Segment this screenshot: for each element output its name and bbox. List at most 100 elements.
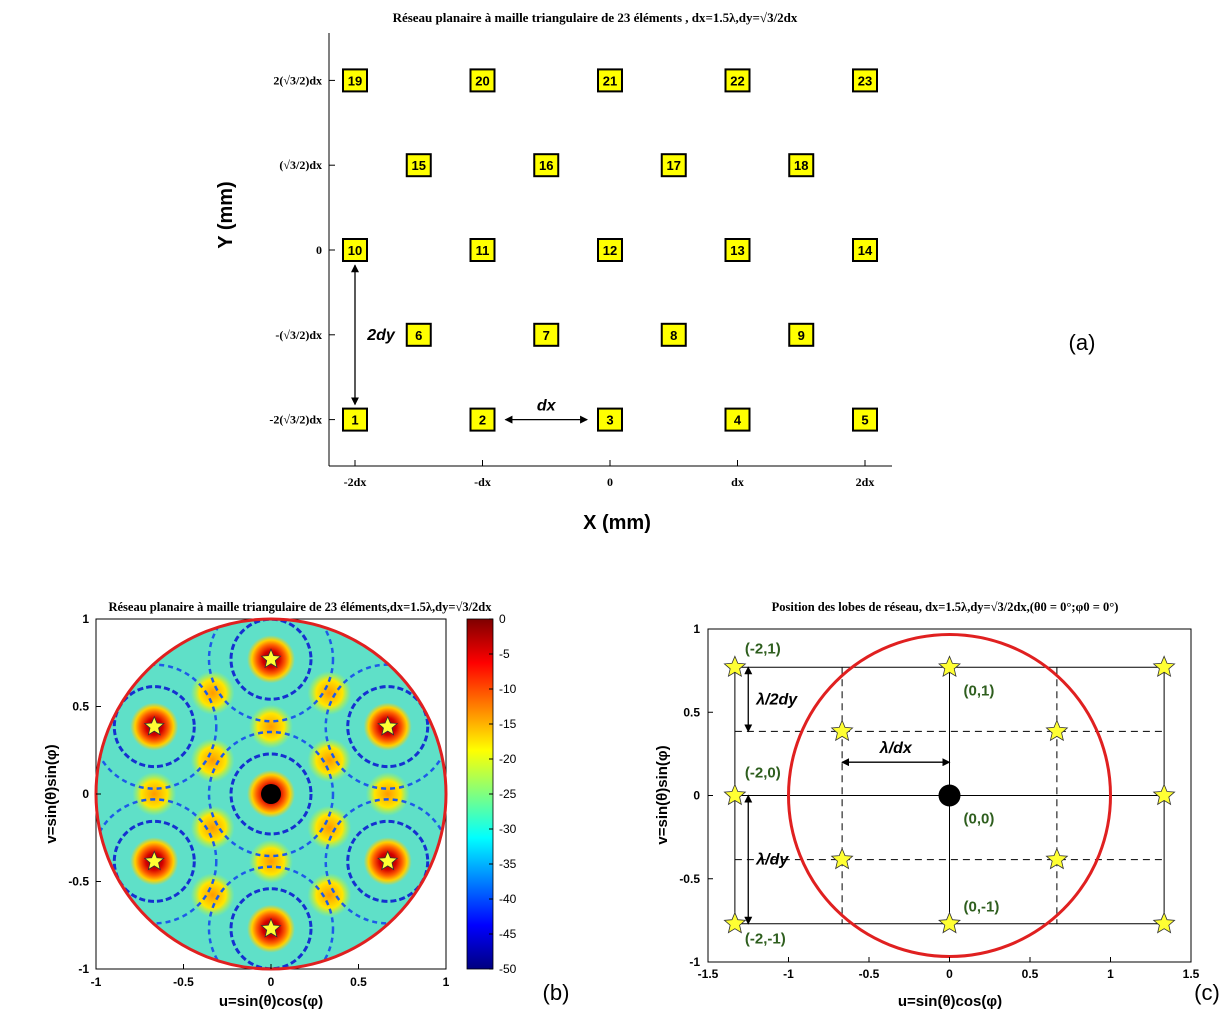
b-null-contour <box>96 798 218 925</box>
b-sidelobe-blob <box>365 772 410 816</box>
a-y-tick-label: -(√3/2)dx <box>275 328 322 342</box>
panel-c-visible-region <box>787 633 1112 958</box>
b-grating-lobe-star <box>143 850 165 871</box>
array-element-label: 17 <box>667 158 681 173</box>
b-sidelobe-blob <box>307 738 352 783</box>
array-element-box <box>724 68 751 93</box>
c-x-tick-label: -1 <box>783 967 794 981</box>
array-element-label: 2 <box>479 413 486 428</box>
array-element-label: 15 <box>412 158 426 173</box>
panel-c-order-labels: (-2,1) (0,1) (-2,0) (0,0) (0,-1) (-2,-1) <box>745 640 999 947</box>
b-grating-lobe-star <box>143 715 165 736</box>
array-element-label: 9 <box>798 328 805 343</box>
c-x-tick-label: 1.5 <box>1183 967 1200 981</box>
panel-c-y-label: v=sin(θ)sin(φ) <box>654 745 671 844</box>
panel-b-array-factor: Réseau planaire à maille triangulaire de… <box>43 600 569 1010</box>
b-sidelobe-blob <box>307 873 352 918</box>
b-main-beam-dot <box>261 784 281 804</box>
array-element-label: 4 <box>734 413 742 428</box>
array-element-box <box>852 68 878 93</box>
b-sidelobe-blob <box>249 704 293 749</box>
a-x-tick-label: -dx <box>474 475 491 489</box>
array-element-label: 6 <box>415 328 422 343</box>
a-y-tick-label: (√3/2)dx <box>279 158 322 172</box>
b-y-tick-label: 0 <box>82 787 89 801</box>
array-element-box <box>788 322 815 347</box>
c-x-tick-label: 0.5 <box>1022 967 1039 981</box>
panel-a-y-ticks: 2(√3/2)dx (√3/2)dx 0 -(√3/2)dx -2(√3/2)dx <box>269 73 335 427</box>
array-element-box <box>788 153 815 178</box>
c-grating-lobe-star <box>938 655 961 678</box>
array-element-box <box>469 68 496 93</box>
array-element-label: 14 <box>858 243 873 258</box>
b-colorbar-tick-label: -35 <box>499 857 517 871</box>
c-order-label: (-2,0) <box>745 765 781 782</box>
panel-a-x-ticks: -2dx -dx 0 dx 2dx <box>344 460 875 489</box>
array-element-label: 5 <box>861 413 868 428</box>
array-element-box <box>342 68 368 93</box>
panel-c-x-ticks: -1.5 -1 -0.5 0 0.5 1 1.5 <box>698 957 1200 981</box>
c-x-tick-label: 1 <box>1107 967 1114 981</box>
panel-b-lobes <box>143 648 399 938</box>
panel-c-lobes <box>723 655 1176 934</box>
c-grating-lobe-star <box>938 911 961 934</box>
c-grating-lobe-star <box>723 655 747 678</box>
panel-b-y-label: v=sin(θ)sin(φ) <box>43 744 60 843</box>
panel-a-title: Réseau planaire à maille triangulaire de… <box>393 10 798 25</box>
b-colorbar-tick-label: -40 <box>499 892 517 906</box>
array-element-box <box>533 153 560 178</box>
array-element-box <box>724 407 751 432</box>
b-sidelobe-blob <box>307 670 352 715</box>
a-x-tick-label: 2dx <box>856 475 875 489</box>
array-element-label: 1 <box>351 413 358 428</box>
array-element-label: 7 <box>543 328 550 343</box>
array-element-label: 8 <box>670 328 677 343</box>
a-annotation-label: 2dy <box>366 327 396 344</box>
array-element-label: 10 <box>348 243 362 258</box>
b-sidelobe-blob <box>190 873 235 918</box>
array-element-box <box>724 238 751 262</box>
b-null-contour <box>346 685 430 769</box>
panel-c-annotations: λ/2dy λ/dx λ/dy <box>744 666 951 925</box>
panel-a-label: (a) <box>1069 330 1096 355</box>
b-null-contour <box>229 887 313 969</box>
panel-c-x-label: u=sin(θ)cos(φ) <box>898 993 1002 1010</box>
array-element-label: 20 <box>475 73 489 88</box>
array-element-label: 3 <box>606 413 613 428</box>
array-element-box <box>342 238 368 262</box>
b-grating-lobe-star <box>260 917 282 938</box>
c-grating-lobe-star <box>1045 719 1069 742</box>
panel-b-x-label: u=sin(θ)cos(φ) <box>219 993 323 1010</box>
b-y-tick-label: 1 <box>82 612 89 626</box>
array-element-label: 18 <box>794 158 808 173</box>
c-y-tick-label: -0.5 <box>679 872 700 886</box>
c-grating-lobe-star <box>1152 783 1176 806</box>
b-colorbar-tick-label: -25 <box>499 787 517 801</box>
b-colorbar-tick-label: -5 <box>499 647 510 661</box>
b-colorbar-tick-label: -15 <box>499 717 517 731</box>
b-sidelobe-blob <box>307 805 352 850</box>
array-element-box <box>852 238 878 262</box>
c-main-beam-dot <box>938 784 961 807</box>
c-grating-lobe-star <box>723 911 747 934</box>
b-grating-lobe-star <box>260 648 282 669</box>
a-y-tick-label: 2(√3/2)dx <box>273 73 322 87</box>
array-element-box <box>469 407 496 432</box>
b-colorbar-tick-label: -10 <box>499 682 517 696</box>
panel-c-y-ticks: -1 -0.5 0 0.5 1 <box>679 622 713 969</box>
b-colorbar-tick-label: 0 <box>499 612 506 626</box>
array-element-box <box>660 153 687 178</box>
b-null-contour <box>207 619 335 723</box>
panel-b-x-ticks: -1 -0.5 0 0.5 1 <box>91 964 450 989</box>
array-element-box <box>469 238 496 262</box>
array-element-box <box>852 407 878 432</box>
c-order-label: (0,-1) <box>964 899 1000 916</box>
b-null-contour <box>112 819 196 903</box>
array-element-box <box>597 68 623 93</box>
c-grating-lobe-star <box>830 847 854 870</box>
array-element-label: 11 <box>476 243 490 258</box>
a-y-tick-label: -2(√3/2)dx <box>269 413 322 427</box>
panel-a-x-label: X (mm) <box>583 512 651 534</box>
c-order-label: (0,0) <box>964 811 995 828</box>
